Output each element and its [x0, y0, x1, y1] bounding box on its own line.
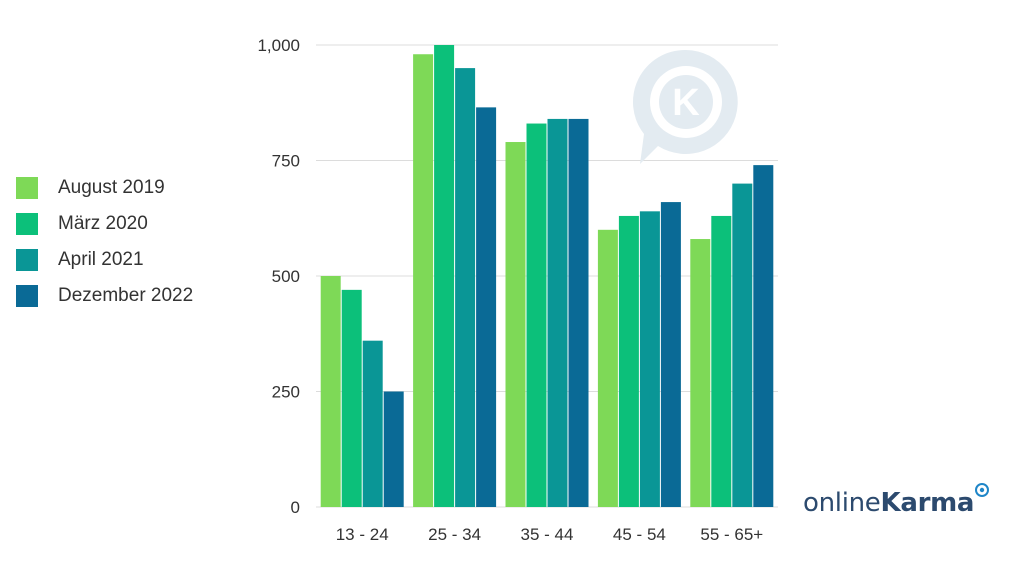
bar — [341, 289, 362, 507]
x-tick-label: 45 - 54 — [613, 525, 666, 544]
bars — [320, 45, 774, 508]
bar — [597, 229, 618, 508]
bar — [434, 45, 455, 507]
bar — [568, 118, 589, 508]
legend-label: April 2021 — [58, 249, 144, 270]
legend-swatch — [16, 213, 38, 235]
y-tick-label: 1,000 — [257, 36, 300, 55]
brand-name-light: online — [803, 488, 881, 518]
legend-label: August 2019 — [58, 177, 165, 198]
brand-logo: onlineKarma — [803, 488, 974, 518]
x-axis-ticks: 13 - 24 25 - 34 35 - 44 45 - 54 55 - 65+ — [336, 525, 764, 544]
bar — [362, 340, 383, 507]
x-tick-label: 13 - 24 — [336, 525, 389, 544]
legend-label: Dezember 2022 — [58, 285, 194, 306]
legend-item: August 2019 — [16, 170, 193, 206]
x-tick-label: 55 - 65+ — [700, 525, 763, 544]
legend-label: März 2020 — [58, 213, 148, 234]
y-tick-label: 0 — [291, 498, 300, 517]
bar — [320, 276, 341, 507]
bar — [660, 202, 681, 507]
bar — [711, 215, 732, 507]
bar — [547, 118, 568, 508]
watermark-letter: K — [672, 82, 700, 124]
y-tick-label: 750 — [272, 152, 300, 171]
legend-swatch — [16, 249, 38, 271]
bar — [732, 183, 753, 507]
legend: August 2019 März 2020 April 2021 Dezembe… — [16, 170, 193, 314]
bar — [383, 391, 404, 507]
legend-item: März 2020 — [16, 206, 193, 242]
bar — [690, 239, 711, 508]
legend-item: April 2021 — [16, 242, 193, 278]
legend-item: Dezember 2022 — [16, 278, 193, 314]
x-tick-label: 25 - 34 — [428, 525, 481, 544]
y-tick-label: 500 — [272, 267, 300, 286]
bar — [639, 211, 660, 507]
brand-mark-icon — [975, 483, 989, 497]
bar — [526, 123, 547, 507]
brand-name-bold: Karma — [880, 488, 975, 518]
bar — [753, 165, 774, 507]
legend-swatch — [16, 285, 38, 307]
legend-swatch — [16, 177, 38, 199]
x-tick-label: 35 - 44 — [521, 525, 574, 544]
bar — [476, 107, 497, 508]
bar — [505, 142, 526, 507]
bar — [413, 54, 434, 508]
y-axis-ticks: 0 250 500 750 1,000 — [257, 36, 300, 517]
bar — [618, 215, 639, 507]
bar — [455, 68, 476, 507]
y-tick-label: 250 — [272, 383, 300, 402]
karma-watermark-icon: K — [632, 49, 738, 164]
